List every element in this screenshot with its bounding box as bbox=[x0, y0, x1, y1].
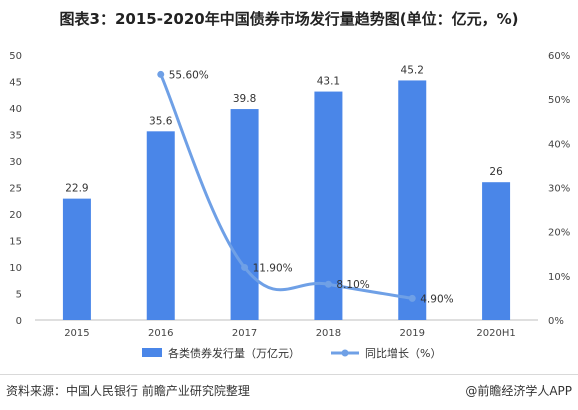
y-right-tick-label: 30% bbox=[548, 184, 570, 195]
growth-point-2019 bbox=[408, 294, 416, 302]
bar-2017 bbox=[230, 109, 259, 320]
y-right-tick-label: 0% bbox=[548, 316, 564, 327]
legend-line-marker bbox=[341, 349, 349, 357]
bar-2016 bbox=[146, 131, 175, 320]
growth-value-label: 8.10% bbox=[336, 279, 369, 291]
bar-value-label: 39.8 bbox=[233, 93, 256, 105]
bar-value-label: 26 bbox=[489, 166, 503, 178]
growth-point-2018 bbox=[324, 280, 332, 288]
x-tick-label: 2015 bbox=[64, 328, 89, 339]
bar-value-label: 35.6 bbox=[149, 115, 173, 127]
y-left-tick-label: 0 bbox=[16, 316, 22, 327]
bar-value-label: 22.9 bbox=[65, 183, 88, 195]
y-left-tick-label: 35 bbox=[9, 131, 22, 142]
legend-line-label: 同比增长（%） bbox=[365, 346, 441, 360]
legend-bar-label: 各类债券发行量（万亿元） bbox=[168, 346, 300, 360]
y-right-tick-label: 60% bbox=[548, 51, 570, 62]
growth-point-2017 bbox=[241, 263, 249, 271]
growth-value-label: 55.60% bbox=[169, 69, 209, 81]
y-left-tick-label: 50 bbox=[9, 51, 22, 62]
y-right-tick-label: 10% bbox=[548, 272, 570, 283]
y-left-tick-label: 20 bbox=[9, 210, 22, 221]
footer-divider bbox=[0, 374, 578, 375]
growth-point-2016 bbox=[157, 70, 165, 78]
legend-bar-swatch bbox=[142, 348, 162, 357]
y-left-tick-label: 40 bbox=[9, 104, 22, 115]
source-note: 资料来源：中国人民银行 前瞻产业研究院整理 bbox=[6, 384, 250, 398]
x-tick-label: 2018 bbox=[316, 328, 341, 339]
x-tick-label: 2019 bbox=[400, 328, 425, 339]
y-left-tick-label: 25 bbox=[9, 184, 22, 195]
growth-value-label: 11.90% bbox=[253, 262, 293, 274]
chart-title: 图表3：2015-2020年中国债券市场发行量趋势图(单位：亿元，%) bbox=[59, 10, 519, 28]
x-tick-label: 2020H1 bbox=[476, 328, 515, 339]
y-left-tick-label: 45 bbox=[9, 78, 22, 89]
x-tick-label: 2017 bbox=[232, 328, 257, 339]
y-right-tick-label: 40% bbox=[548, 139, 570, 150]
y-left-tick-label: 15 bbox=[9, 237, 22, 248]
y-right-tick-label: 50% bbox=[548, 95, 570, 106]
chart: 0 5 10 15 20 25 30 35 40 45 50 0% 10% 20% 30% 40% 50% 60%… bbox=[9, 51, 570, 360]
y-left-tick-label: 5 bbox=[16, 290, 22, 301]
credit-note: @前瞻经济学人APP bbox=[465, 384, 572, 398]
growth-line bbox=[159, 73, 413, 300]
bar-2019 bbox=[398, 80, 427, 320]
bar-value-label: 43.1 bbox=[317, 76, 340, 88]
bar-value-label: 45.2 bbox=[401, 64, 424, 76]
bar-2020H1 bbox=[482, 182, 511, 320]
y-right-tick-label: 20% bbox=[548, 228, 570, 239]
bar-2015 bbox=[62, 198, 91, 320]
x-tick-label: 2016 bbox=[148, 328, 173, 339]
growth-value-label: 4.90% bbox=[420, 293, 453, 305]
y-left-tick-label: 30 bbox=[9, 157, 22, 168]
y-left-tick-label: 10 bbox=[9, 263, 22, 274]
